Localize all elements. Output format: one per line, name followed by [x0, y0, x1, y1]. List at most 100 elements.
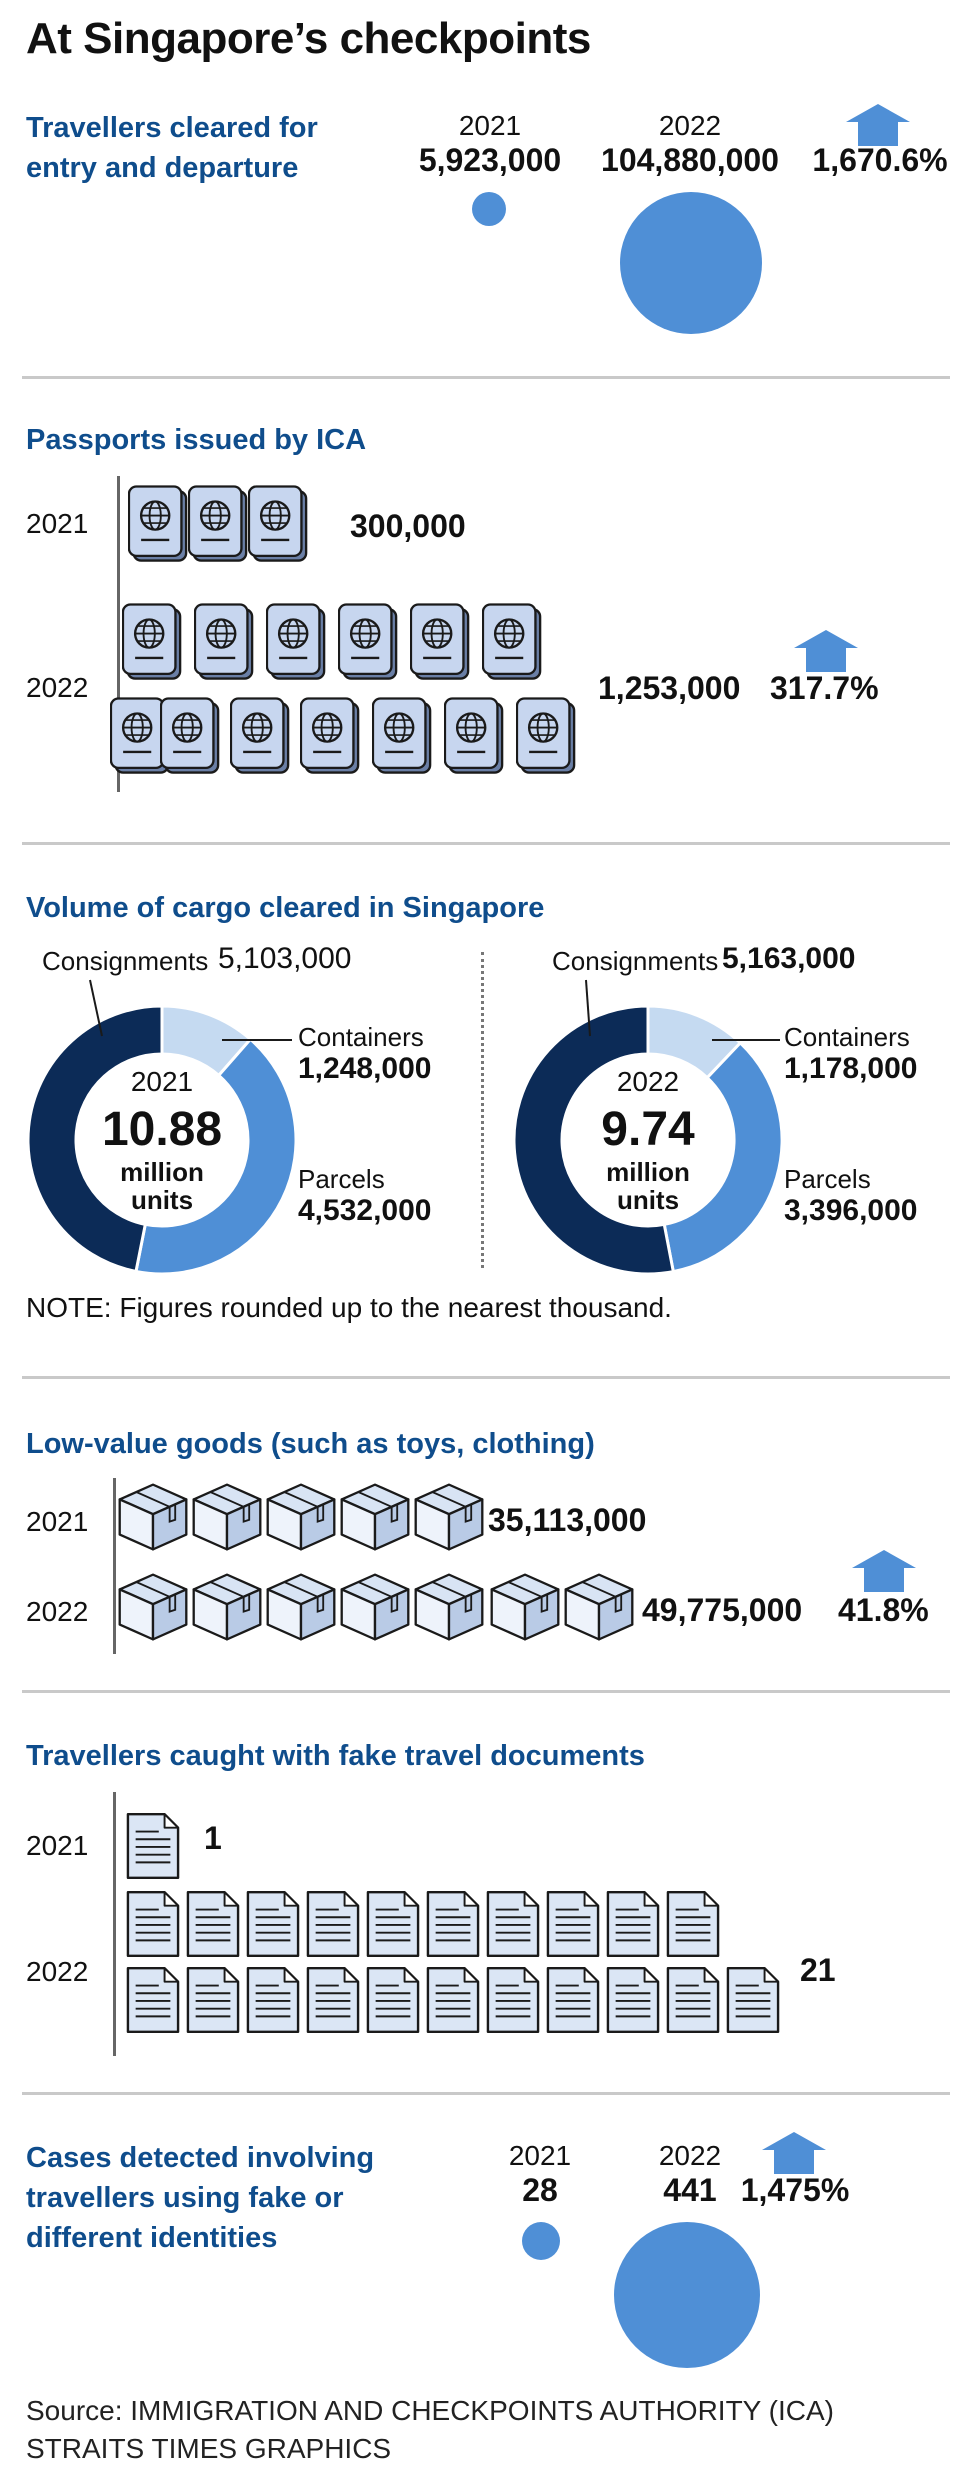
divider	[22, 1376, 950, 1379]
cargo-heading: Volume of cargo cleared in Singapore	[26, 892, 545, 924]
document-icon	[246, 1966, 300, 2034]
passports-year-2021: 2021	[26, 508, 89, 539]
divider	[22, 842, 950, 845]
document-icon	[366, 1966, 420, 2034]
box-icon	[340, 1573, 410, 1641]
passports-axis-line	[117, 476, 120, 792]
travellers-value-2022: 104,880,000	[601, 142, 779, 178]
document-icon	[666, 1890, 720, 1958]
document-icon	[306, 1890, 360, 1958]
document-icon	[486, 1966, 540, 2034]
cargo-2021-parcels-value: 4,532,000	[298, 1194, 432, 1227]
source-credit: Source: IMMIGRATION AND CHECKPOINTS AUTH…	[26, 2392, 834, 2468]
passports-value-2022: 1,253,000	[598, 670, 741, 706]
identities-year-2022: 2022	[658, 2140, 722, 2171]
cargo-2021-consignments-label: Consignments	[42, 946, 209, 976]
divider	[22, 1690, 950, 1693]
donut-segment-consignments	[512, 1004, 676, 1276]
lowvalue-change: 41.8%	[838, 1592, 929, 1628]
passports-heading: Passports issued by ICA	[26, 424, 367, 456]
lowvalue-value-2021: 35,113,000	[488, 1502, 647, 1538]
cargo-2022-containers-value: 1,178,000	[784, 1052, 918, 1085]
cargo-2022-consignments-label: Consignments	[552, 946, 719, 976]
document-icon	[426, 1890, 480, 1958]
travellers-year-2021: 2021	[458, 110, 522, 141]
cargo-2021-year: 2021	[130, 1066, 194, 1097]
box-icon	[266, 1483, 336, 1551]
travellers-change: 1,670.6%	[812, 142, 948, 178]
cargo-2021-containers-value: 1,248,000	[298, 1052, 432, 1085]
cargo-2021-total: 10.88	[101, 1103, 223, 1156]
cargo-2022-year: 2022	[616, 1066, 680, 1097]
identities-year-2021: 2021	[508, 2140, 572, 2171]
donut-chart-2022	[512, 1004, 784, 1276]
fakedocs-year-2021: 2021	[26, 1830, 89, 1861]
travellers-circle-2021	[472, 192, 506, 226]
travellers-circle-2022	[620, 192, 762, 334]
box-icon	[490, 1573, 560, 1641]
document-icon	[186, 1966, 240, 2034]
document-icon	[126, 1812, 180, 1880]
box-icon	[192, 1573, 262, 1641]
cargo-2022-unit-line1: million	[606, 1157, 690, 1187]
identities-heading-line3: different identities	[26, 2222, 278, 2254]
source-line1: Source: IMMIGRATION AND CHECKPOINTS AUTH…	[26, 2395, 834, 2426]
page-title: At Singapore’s checkpoints	[26, 14, 591, 63]
cargo-leader-lines	[89, 979, 780, 1041]
box-icon	[414, 1573, 484, 1641]
identities-change: 1,475%	[740, 2172, 850, 2208]
cargo-2022-parcels-value: 3,396,000	[784, 1194, 918, 1227]
document-icon	[366, 1890, 420, 1958]
box-icon	[118, 1573, 188, 1641]
passports-value-2021: 300,000	[350, 508, 466, 544]
lowvalue-year-2021: 2021	[26, 1506, 89, 1537]
travellers-heading-line1: Travellers cleared for	[26, 112, 318, 144]
donut-segment-parcels	[134, 1037, 298, 1276]
donut-segment-consignments	[26, 1004, 164, 1274]
travellers-value-2021: 5,923,000	[418, 142, 562, 178]
fakedocs-year-2022: 2022	[26, 1956, 89, 1987]
passports-year-2022: 2022	[26, 672, 89, 703]
passports-change: 317.7%	[770, 670, 879, 706]
document-icon	[606, 1890, 660, 1958]
cargo-2022-unit-line2: units	[616, 1185, 680, 1215]
cargo-2022-total: 9.74	[601, 1103, 695, 1156]
fakedocs-heading: Travellers caught with fake travel docum…	[26, 1740, 645, 1772]
document-icon	[606, 1966, 660, 2034]
fakedocs-value-2021: 1	[204, 1820, 222, 1856]
document-icon	[186, 1890, 240, 1958]
travellers-year-2022: 2022	[658, 110, 722, 141]
document-icon	[126, 1890, 180, 1958]
cargo-separator	[481, 952, 484, 1268]
box-icon	[564, 1573, 634, 1641]
up-arrow-icon	[852, 1550, 916, 1592]
cargo-2021-unit-line1: million	[120, 1157, 204, 1187]
cargo-note: NOTE: Figures rounded up to the nearest …	[26, 1292, 672, 1323]
box-icon	[192, 1483, 262, 1551]
lowvalue-heading: Low-value goods (such as toys, clothing)	[26, 1428, 595, 1460]
document-icon	[246, 1890, 300, 1958]
document-icon	[426, 1966, 480, 2034]
identities-circle-2022	[614, 2222, 760, 2368]
document-icon	[486, 1890, 540, 1958]
travellers-heading-line2: entry and departure	[26, 152, 299, 184]
donut-segment-parcels	[662, 1040, 784, 1274]
document-icon	[306, 1966, 360, 2034]
document-icon	[546, 1890, 600, 1958]
up-arrow-icon	[762, 2132, 826, 2174]
source-line2: STRAITS TIMES GRAPHICS	[26, 2433, 392, 2464]
cargo-2022-consignments-value: 5,163,000	[722, 942, 856, 975]
box-icon	[340, 1483, 410, 1551]
identities-heading: Cases detected involving travellers usin…	[26, 2138, 374, 2258]
lowvalue-axis-line	[113, 1478, 116, 1654]
document-icon	[666, 1966, 720, 2034]
cargo-2022-parcels-label: Parcels	[784, 1164, 871, 1194]
fakedocs-axis-line	[113, 1792, 116, 2056]
document-icon	[546, 1966, 600, 2034]
donut-chart-2021	[26, 1004, 298, 1276]
cargo-2021-consignments-value: 5,103,000	[218, 942, 352, 975]
fakedocs-value-2022: 21	[800, 1952, 836, 1988]
cargo-2021-parcels-label: Parcels	[298, 1164, 385, 1194]
box-icon	[414, 1483, 484, 1551]
identities-value-2021: 28	[522, 2172, 558, 2208]
